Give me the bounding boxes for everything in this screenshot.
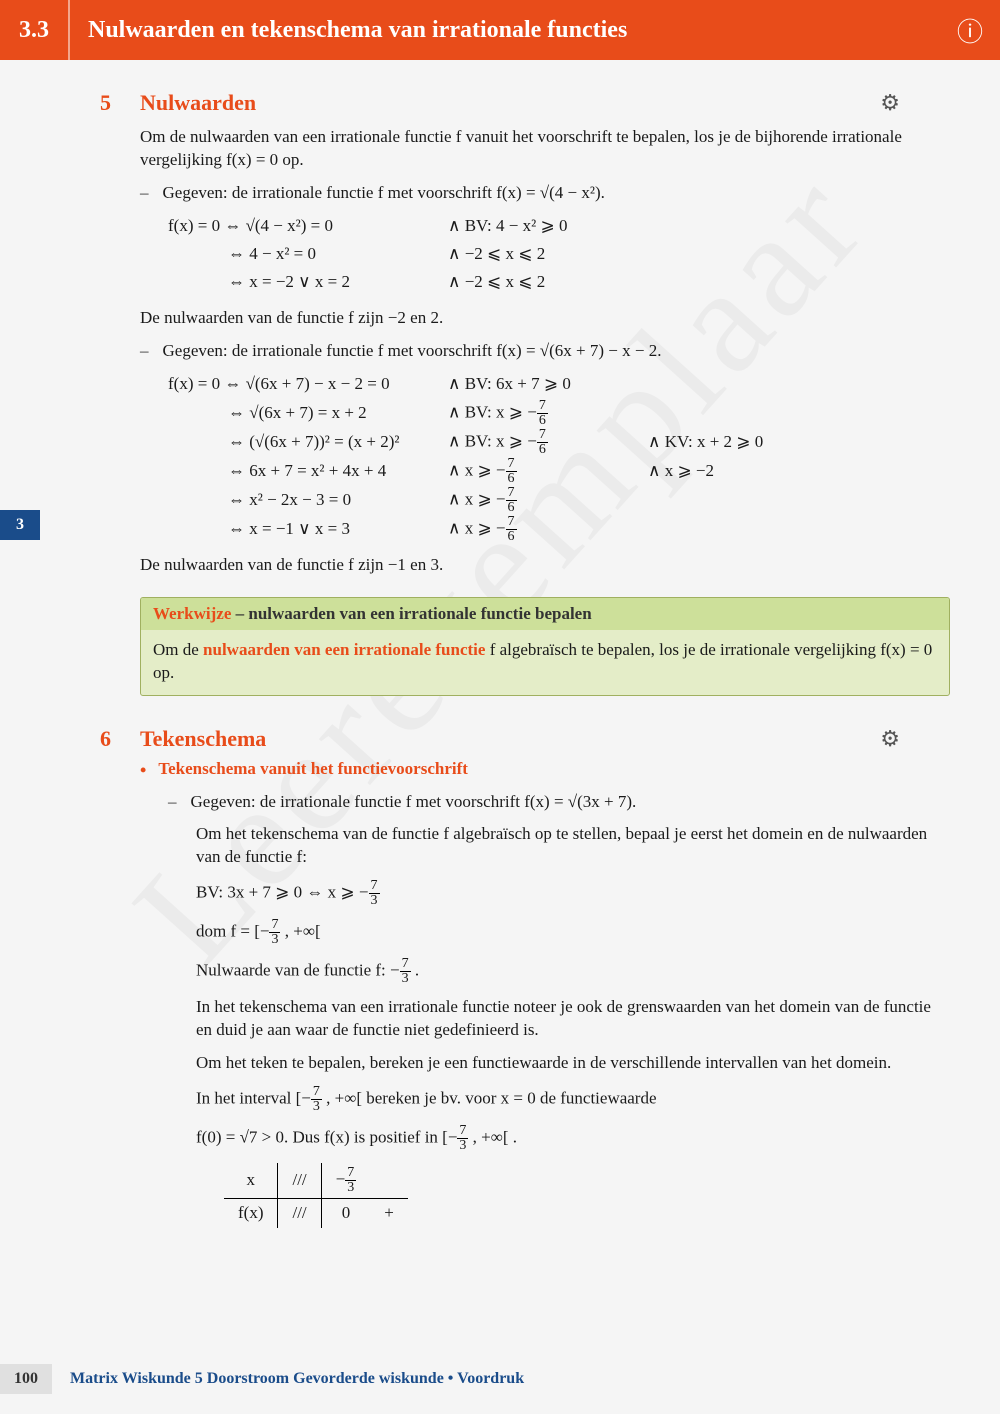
method-box-title: Werkwijze – nulwaarden van een irrationa… — [141, 598, 949, 630]
table-cell: /// — [278, 1163, 321, 1199]
footer-text: Matrix Wiskunde 5 Doorstroom Gevorderde … — [70, 1370, 524, 1388]
math-cell: ⇔ x = −2 ∨ x = 2 — [168, 271, 448, 294]
info-icon: ⓘ — [940, 0, 1000, 60]
math-cell: ∧ BV: x ⩾ −76 — [448, 399, 648, 428]
section-number: 3.3 — [0, 0, 70, 60]
math-cell: f(x) = 0 ⇔ √(6x + 7) − x − 2 = 0 — [168, 373, 448, 396]
domain-line: dom f = [−73 , +∞[ — [196, 918, 950, 947]
interval-line: In het interval [−73 , +∞[ bereken je bv… — [196, 1085, 950, 1114]
example2-conclusion: De nulwaarden van de functie f zijn −1 e… — [140, 554, 950, 577]
f0-line: f(0) = √7 > 0. Dus f(x) is positief in [… — [196, 1124, 950, 1153]
subsection-number: 5 — [100, 90, 120, 116]
table-cell: + — [370, 1199, 408, 1228]
math-cell: ⇔ 4 − x² = 0 — [168, 243, 448, 266]
zero-line: Nulwaarde van de functie f: −73 . — [196, 957, 950, 986]
dash-bullet: – — [168, 791, 177, 814]
bullet-heading: • Tekenschema vanuit het functievoorschr… — [140, 758, 950, 782]
math-cell: ∧ −2 ⩽ x ⩽ 2 — [448, 271, 648, 294]
table-cell: −73 — [321, 1163, 370, 1199]
paragraph: Om het teken te bepalen, bereken je een … — [196, 1052, 950, 1075]
method-box-body: Om de nulwaarden van een irrationale fun… — [141, 630, 949, 696]
example1-conclusion: De nulwaarden van de functie f zijn −2 e… — [140, 307, 950, 330]
page-number: 100 — [0, 1364, 52, 1394]
page-footer: 100 Matrix Wiskunde 5 Doorstroom Gevorde… — [0, 1364, 524, 1394]
table-cell: 0 — [321, 1199, 370, 1228]
table-cell: f(x) — [224, 1199, 278, 1228]
table-cell: x — [224, 1163, 278, 1199]
subsection-number: 6 — [100, 726, 120, 752]
sign-table: x /// −73 f(x) /// 0 + — [224, 1163, 950, 1228]
math-cell: ∧ KV: x + 2 ⩾ 0 — [648, 431, 808, 454]
intro-paragraph: Om de nulwaarden van een irrationale fun… — [140, 126, 950, 172]
math-cell: ∧ −2 ⩽ x ⩽ 2 — [448, 243, 648, 266]
example3-given: Gegeven: de irrationale functie f met vo… — [191, 791, 637, 814]
gear-icon: ⚙ — [880, 726, 900, 752]
dash-bullet: – — [140, 182, 149, 205]
math-cell: ⇔ √(6x + 7) = x + 2 — [168, 402, 448, 425]
math-cell: ∧ BV: x ⩾ −76 — [448, 428, 648, 457]
math-cell: ∧ x ⩾ −76 — [448, 457, 648, 486]
math-cell: ∧ x ⩾ −76 — [448, 486, 648, 515]
paragraph: In het tekenschema van een irrationale f… — [196, 996, 950, 1042]
table-cell: /// — [278, 1199, 321, 1228]
math-cell: ⇔ x² − 2x − 3 = 0 — [168, 489, 448, 512]
math-cell: ⇔ 6x + 7 = x² + 4x + 4 — [168, 460, 448, 483]
gear-icon: ⚙ — [880, 90, 900, 116]
math-cell: ⇔ x = −1 ∨ x = 3 — [168, 518, 448, 541]
paragraph: Om het tekenschema van de functie f alge… — [196, 823, 950, 869]
math-cell: ∧ x ⩾ −2 — [648, 460, 808, 483]
dash-bullet: – — [140, 340, 149, 363]
math-cell: f(x) = 0 ⇔ √(4 − x²) = 0 — [168, 215, 448, 238]
subsection-title: Tekenschema — [140, 726, 266, 752]
math-cell: ∧ BV: 4 − x² ⩾ 0 — [448, 215, 648, 238]
example2-given: Gegeven: de irrationale functie f met vo… — [163, 340, 662, 363]
bv-line: BV: 3x + 7 ⩾ 0 ⇔ x ⩾ −73 — [196, 879, 950, 908]
section-title: Nulwaarden en tekenschema van irrational… — [70, 0, 940, 60]
example2-derivation: f(x) = 0 ⇔ √(6x + 7) − x − 2 = 0∧ BV: 6x… — [168, 371, 950, 544]
math-cell: ∧ BV: 6x + 7 ⩾ 0 — [448, 373, 648, 396]
table-cell — [370, 1163, 408, 1199]
math-cell: ∧ x ⩾ −76 — [448, 515, 648, 544]
example1-given: Gegeven: de irrationale functie f met vo… — [163, 182, 605, 205]
subsection-title: Nulwaarden — [140, 90, 256, 116]
method-box: Werkwijze – nulwaarden van een irrationa… — [140, 597, 950, 697]
chapter-header: 3.3 Nulwaarden en tekenschema van irrati… — [0, 0, 1000, 60]
example1-derivation: f(x) = 0 ⇔ √(4 − x²) = 0∧ BV: 4 − x² ⩾ 0… — [168, 213, 950, 297]
math-cell: ⇔ (√(6x + 7))² = (x + 2)² — [168, 431, 448, 454]
